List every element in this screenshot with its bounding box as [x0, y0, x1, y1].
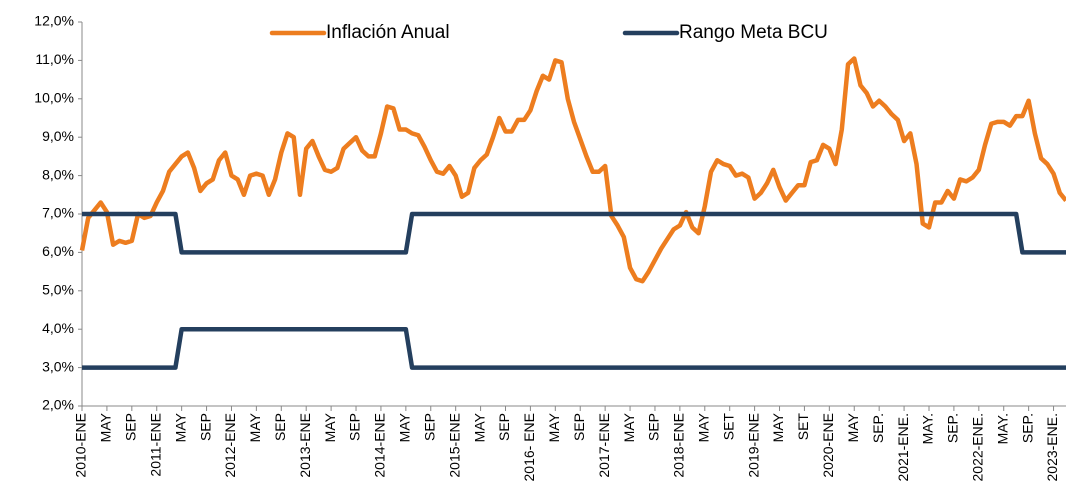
- x-tick-label: MAY.: [994, 413, 1010, 444]
- x-tick-label: SEP.: [945, 413, 961, 443]
- legend-label: Inflación Anual: [326, 22, 450, 43]
- x-tick-label: MAY: [695, 412, 711, 442]
- x-tick-label: SEP: [123, 413, 139, 441]
- x-tick-label: SET: [795, 413, 811, 441]
- x-tick-label: MAY: [546, 412, 562, 442]
- x-tick-label: MAY: [770, 412, 786, 442]
- x-tick-label: SEP: [646, 413, 662, 441]
- x-tick-label: SET: [720, 413, 736, 441]
- x-tick-label: 2012-ENE: [222, 413, 238, 478]
- series-line: [82, 211, 1066, 255]
- x-tick-label: 2010-ENE: [73, 413, 89, 478]
- x-tick-label: 2015-ENE: [446, 413, 462, 478]
- x-tick-label: 2017-ENE: [596, 413, 612, 478]
- y-tick-label: 12,0%: [34, 13, 74, 29]
- x-tick-label: 2016- ENE: [521, 413, 537, 481]
- x-tick-label: SEP.: [870, 413, 886, 443]
- series-line: [82, 326, 1066, 370]
- x-tick-label: 2013-ENE: [297, 413, 313, 478]
- series-line: [79, 56, 1066, 284]
- y-tick-label: 10,0%: [34, 90, 74, 106]
- y-tick-label: 3,0%: [42, 358, 74, 374]
- x-tick-label: 2020-ENE: [820, 413, 836, 478]
- x-tick-label: 2014-ENE: [372, 413, 388, 478]
- x-tick-label: MAY: [172, 412, 188, 442]
- x-tick-label: MAY: [98, 412, 114, 442]
- x-tick-label: SEP: [421, 413, 437, 441]
- y-tick-label: 2,0%: [42, 397, 74, 413]
- x-tick-label: MAY: [471, 412, 487, 442]
- x-tick-label: 2011-ENE: [147, 413, 163, 477]
- x-tick-label: 2019-ENE: [745, 413, 761, 478]
- y-tick-label: 8,0%: [42, 166, 74, 182]
- x-tick-label: 2022-ENE.: [970, 413, 986, 481]
- x-tick-label: 2023-ENE.: [1044, 413, 1060, 481]
- x-tick-label: SEP: [272, 413, 288, 441]
- y-tick-label: 11,0%: [35, 51, 74, 67]
- x-tick-label: SEP: [571, 413, 587, 441]
- x-tick-label: 2018-ENE: [671, 413, 687, 478]
- x-tick-label: SEP: [197, 413, 213, 441]
- y-tick-label: 4,0%: [42, 320, 74, 336]
- legend-label: Rango Meta BCU: [679, 22, 828, 43]
- x-tick-label: MAY: [845, 412, 861, 442]
- x-tick-label: MAY: [322, 412, 338, 442]
- y-tick-label: 7,0%: [42, 205, 74, 221]
- x-tick-label: MAY: [397, 412, 413, 442]
- x-tick-label: SEP.: [1019, 413, 1035, 443]
- y-tick-label: 6,0%: [42, 243, 74, 259]
- y-tick-label: 9,0%: [42, 128, 74, 144]
- x-tick-label: 2021-ENE.: [895, 413, 911, 481]
- x-tick-label: MAY: [247, 412, 263, 442]
- y-tick-label: 5,0%: [42, 282, 74, 298]
- x-tick-label: MAY: [621, 412, 637, 442]
- x-tick-label: SEP: [496, 413, 512, 441]
- x-tick-label: SEP: [347, 413, 363, 441]
- x-tick-label: MAY.: [920, 413, 936, 444]
